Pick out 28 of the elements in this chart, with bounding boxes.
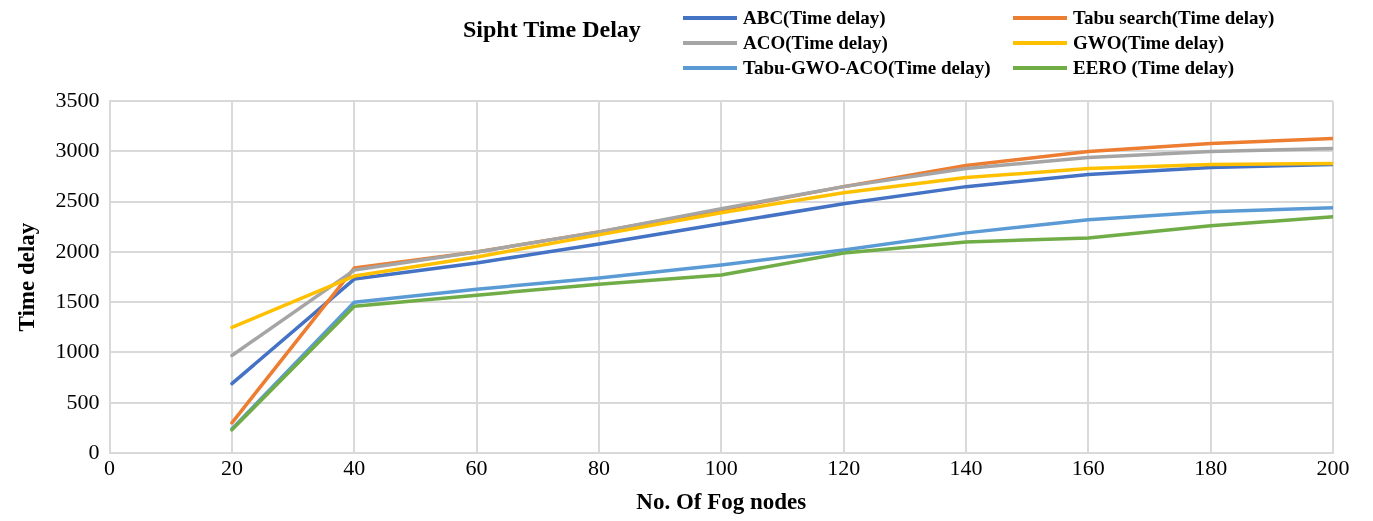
x-axis-title: No. Of Fog nodes: [636, 489, 807, 515]
x-tick-label: 60: [465, 454, 488, 480]
chart-title: Sipht Time Delay: [463, 16, 641, 43]
legend-label: GWO(Time delay): [1073, 31, 1225, 54]
y-tick-label: 1500: [55, 288, 100, 314]
x-tick-label: 200: [1316, 454, 1350, 480]
y-tick-label: 2000: [55, 237, 100, 263]
legend-label: Tabu-GWO-ACO(Time delay): [743, 56, 991, 79]
x-tick-label: 40: [343, 454, 366, 480]
x-tick-label: 160: [1071, 454, 1105, 480]
y-tick-label: 1000: [55, 338, 100, 364]
x-tick-label: 120: [827, 454, 861, 480]
legend-label: ACO(Time delay): [743, 31, 888, 54]
x-tick-label: 80: [587, 454, 610, 480]
x-tick-label: 0: [104, 454, 116, 480]
legend-label: ABC(Time delay): [743, 6, 886, 29]
legend-label: Tabu search(Time delay): [1073, 6, 1275, 29]
y-tick-label: 500: [66, 388, 100, 414]
x-tick-label: 140: [949, 454, 983, 480]
y-tick-label: 2500: [55, 187, 100, 213]
x-tick-label: 20: [220, 454, 243, 480]
y-axis-title: Time delay: [13, 222, 39, 332]
x-tick-label: 100: [704, 454, 738, 480]
y-tick-label: 3500: [55, 86, 100, 112]
x-tick-label: 180: [1194, 454, 1228, 480]
y-tick-label: 3000: [55, 137, 100, 163]
legend-label: EERO (Time delay): [1073, 56, 1235, 79]
y-tick-label: 0: [88, 438, 100, 464]
